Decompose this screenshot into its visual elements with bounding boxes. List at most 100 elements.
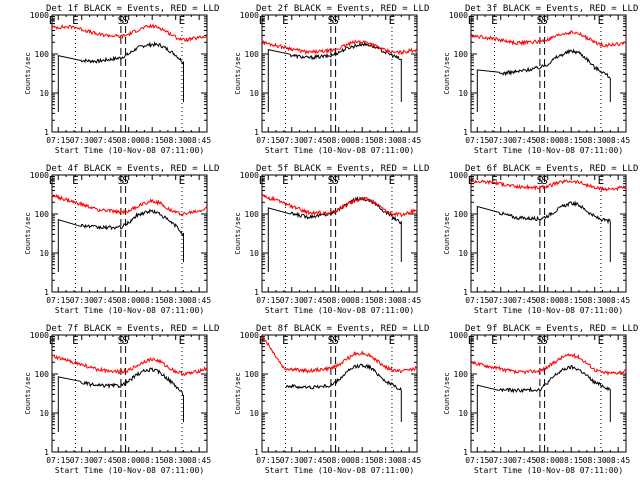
x-axis-label: Start Time (10-Nov-08 07:11:00) <box>55 466 204 475</box>
x-tick-label: 07:15 <box>465 456 489 465</box>
x-tick-label: 08:30 <box>164 136 188 145</box>
marker-label: S <box>537 334 544 347</box>
marker-label: E <box>72 14 79 27</box>
y-tick-label: 1 <box>463 128 468 137</box>
y-tick-label: 1 <box>254 288 259 297</box>
plot-frame <box>51 14 208 133</box>
x-tick-label: 08:00 <box>536 136 560 145</box>
x-tick-label: 08:30 <box>164 456 188 465</box>
plot-frame <box>261 14 418 133</box>
x-tick-label: 08:45 <box>606 136 630 145</box>
plot-frame <box>470 174 627 293</box>
y-tick-label: 10 <box>458 89 468 98</box>
series-events-line <box>57 208 184 272</box>
marker-label: S <box>537 14 544 27</box>
x-tick-label: 08:00 <box>117 296 141 305</box>
marker-label: E <box>468 14 475 27</box>
x-tick-label: 07:45 <box>93 136 117 145</box>
panel-5: Det 5f BLACK = Events, RED = LLD 1 10 100 10… <box>234 164 429 315</box>
y-tick-label: 1 <box>254 128 259 137</box>
x-tick-label: 08:30 <box>583 296 607 305</box>
y-axis-label: Counts/sec <box>234 372 242 414</box>
y-tick-label: 100 <box>35 210 50 219</box>
x-tick-label: 07:45 <box>512 136 536 145</box>
x-tick-label: 08:45 <box>397 136 421 145</box>
plot-frame <box>470 334 627 453</box>
x-tick-label: 08:45 <box>187 136 211 145</box>
x-tick-label: 07:45 <box>303 456 327 465</box>
y-axis-label: Counts/sec <box>24 212 32 254</box>
x-tick-label: 08:30 <box>583 136 607 145</box>
series-events-line <box>267 41 402 112</box>
x-tick-label: 08:30 <box>374 456 398 465</box>
marker-label: S <box>122 334 129 347</box>
panel-title: Det 6f BLACK = Events, RED = LLD <box>465 164 638 174</box>
marker-label: S <box>328 14 335 27</box>
marker-label: E <box>259 174 266 187</box>
y-tick-label: 10 <box>39 409 49 418</box>
y-axis-label: Counts/sec <box>443 212 451 254</box>
marker-label: E <box>259 334 266 347</box>
y-axis-label: Counts/sec <box>443 52 451 94</box>
series-lld-line <box>51 354 208 377</box>
y-tick-label: 10 <box>39 89 49 98</box>
panel-9: Det 9f BLACK = Events, RED = LLD 1 10 100 10… <box>443 324 638 475</box>
marker-label: E <box>491 334 498 347</box>
marker-label: E <box>389 14 396 27</box>
y-tick-label: 1000 <box>449 11 468 20</box>
marker-label: S <box>122 14 129 27</box>
x-tick-label: 08:15 <box>350 456 374 465</box>
y-tick-label: 10 <box>458 249 468 258</box>
x-axis-label: Start Time (10-Nov-08 07:11:00) <box>265 306 414 315</box>
marker-label: S <box>332 14 339 27</box>
marker-label: S <box>541 174 548 187</box>
y-axis-label: Counts/sec <box>24 52 32 94</box>
x-tick-label: 07:30 <box>280 456 304 465</box>
y-tick-label: 100 <box>454 210 469 219</box>
panel-6: Det 6f BLACK = Events, RED = LLD 1 10 100 10… <box>443 164 638 315</box>
panel-4: Det 4f BLACK = Events, RED = LLD 1 10 100 10… <box>24 164 219 315</box>
y-tick-label: 1000 <box>449 331 468 340</box>
x-tick-label: 08:45 <box>606 296 630 305</box>
marker-label: E <box>49 334 56 347</box>
x-tick-label: 07:45 <box>303 296 327 305</box>
y-tick-label: 1 <box>44 288 49 297</box>
marker-label: S <box>541 14 548 27</box>
y-tick-label: 100 <box>35 50 50 59</box>
y-tick-label: 10 <box>458 409 468 418</box>
y-tick-label: 1 <box>254 448 259 457</box>
y-tick-label: 100 <box>454 50 469 59</box>
y-tick-label: 1 <box>463 288 468 297</box>
plot-frame <box>261 174 418 293</box>
marker-label: E <box>179 14 186 27</box>
x-tick-label: 08:30 <box>583 456 607 465</box>
x-tick-label: 08:00 <box>536 296 560 305</box>
series-events-line <box>476 365 611 432</box>
marker-label: E <box>49 174 56 187</box>
x-tick-label: 08:00 <box>327 136 351 145</box>
panel-title: Det 3f BLACK = Events, RED = LLD <box>465 4 638 14</box>
x-tick-label: 08:45 <box>187 296 211 305</box>
y-axis-label: Counts/sec <box>443 372 451 414</box>
panel-title: Det 2f BLACK = Events, RED = LLD <box>256 4 429 14</box>
marker-label: E <box>389 174 396 187</box>
x-tick-label: 07:45 <box>303 136 327 145</box>
y-tick-label: 1 <box>463 448 468 457</box>
x-axis-label: Start Time (10-Nov-08 07:11:00) <box>474 306 623 315</box>
x-tick-label: 07:30 <box>489 296 513 305</box>
y-tick-label: 10 <box>249 249 259 258</box>
plot-frame <box>51 334 208 453</box>
x-axis-label: Start Time (10-Nov-08 07:11:00) <box>474 146 623 155</box>
marker-label: S <box>541 334 548 347</box>
x-tick-label: 08:00 <box>536 456 560 465</box>
panel-title: Det 7f BLACK = Events, RED = LLD <box>46 324 219 334</box>
series-events-line <box>476 200 611 272</box>
marker-label: S <box>332 334 339 347</box>
plot-frame <box>51 174 208 293</box>
panel-2: Det 2f BLACK = Events, RED = LLD 1 10 100 10… <box>234 4 429 155</box>
series-events-line <box>57 367 184 432</box>
x-axis-label: Start Time (10-Nov-08 07:11:00) <box>265 146 414 155</box>
x-axis-label: Start Time (10-Nov-08 07:11:00) <box>474 466 623 475</box>
x-tick-label: 07:30 <box>489 136 513 145</box>
x-tick-label: 07:15 <box>465 296 489 305</box>
